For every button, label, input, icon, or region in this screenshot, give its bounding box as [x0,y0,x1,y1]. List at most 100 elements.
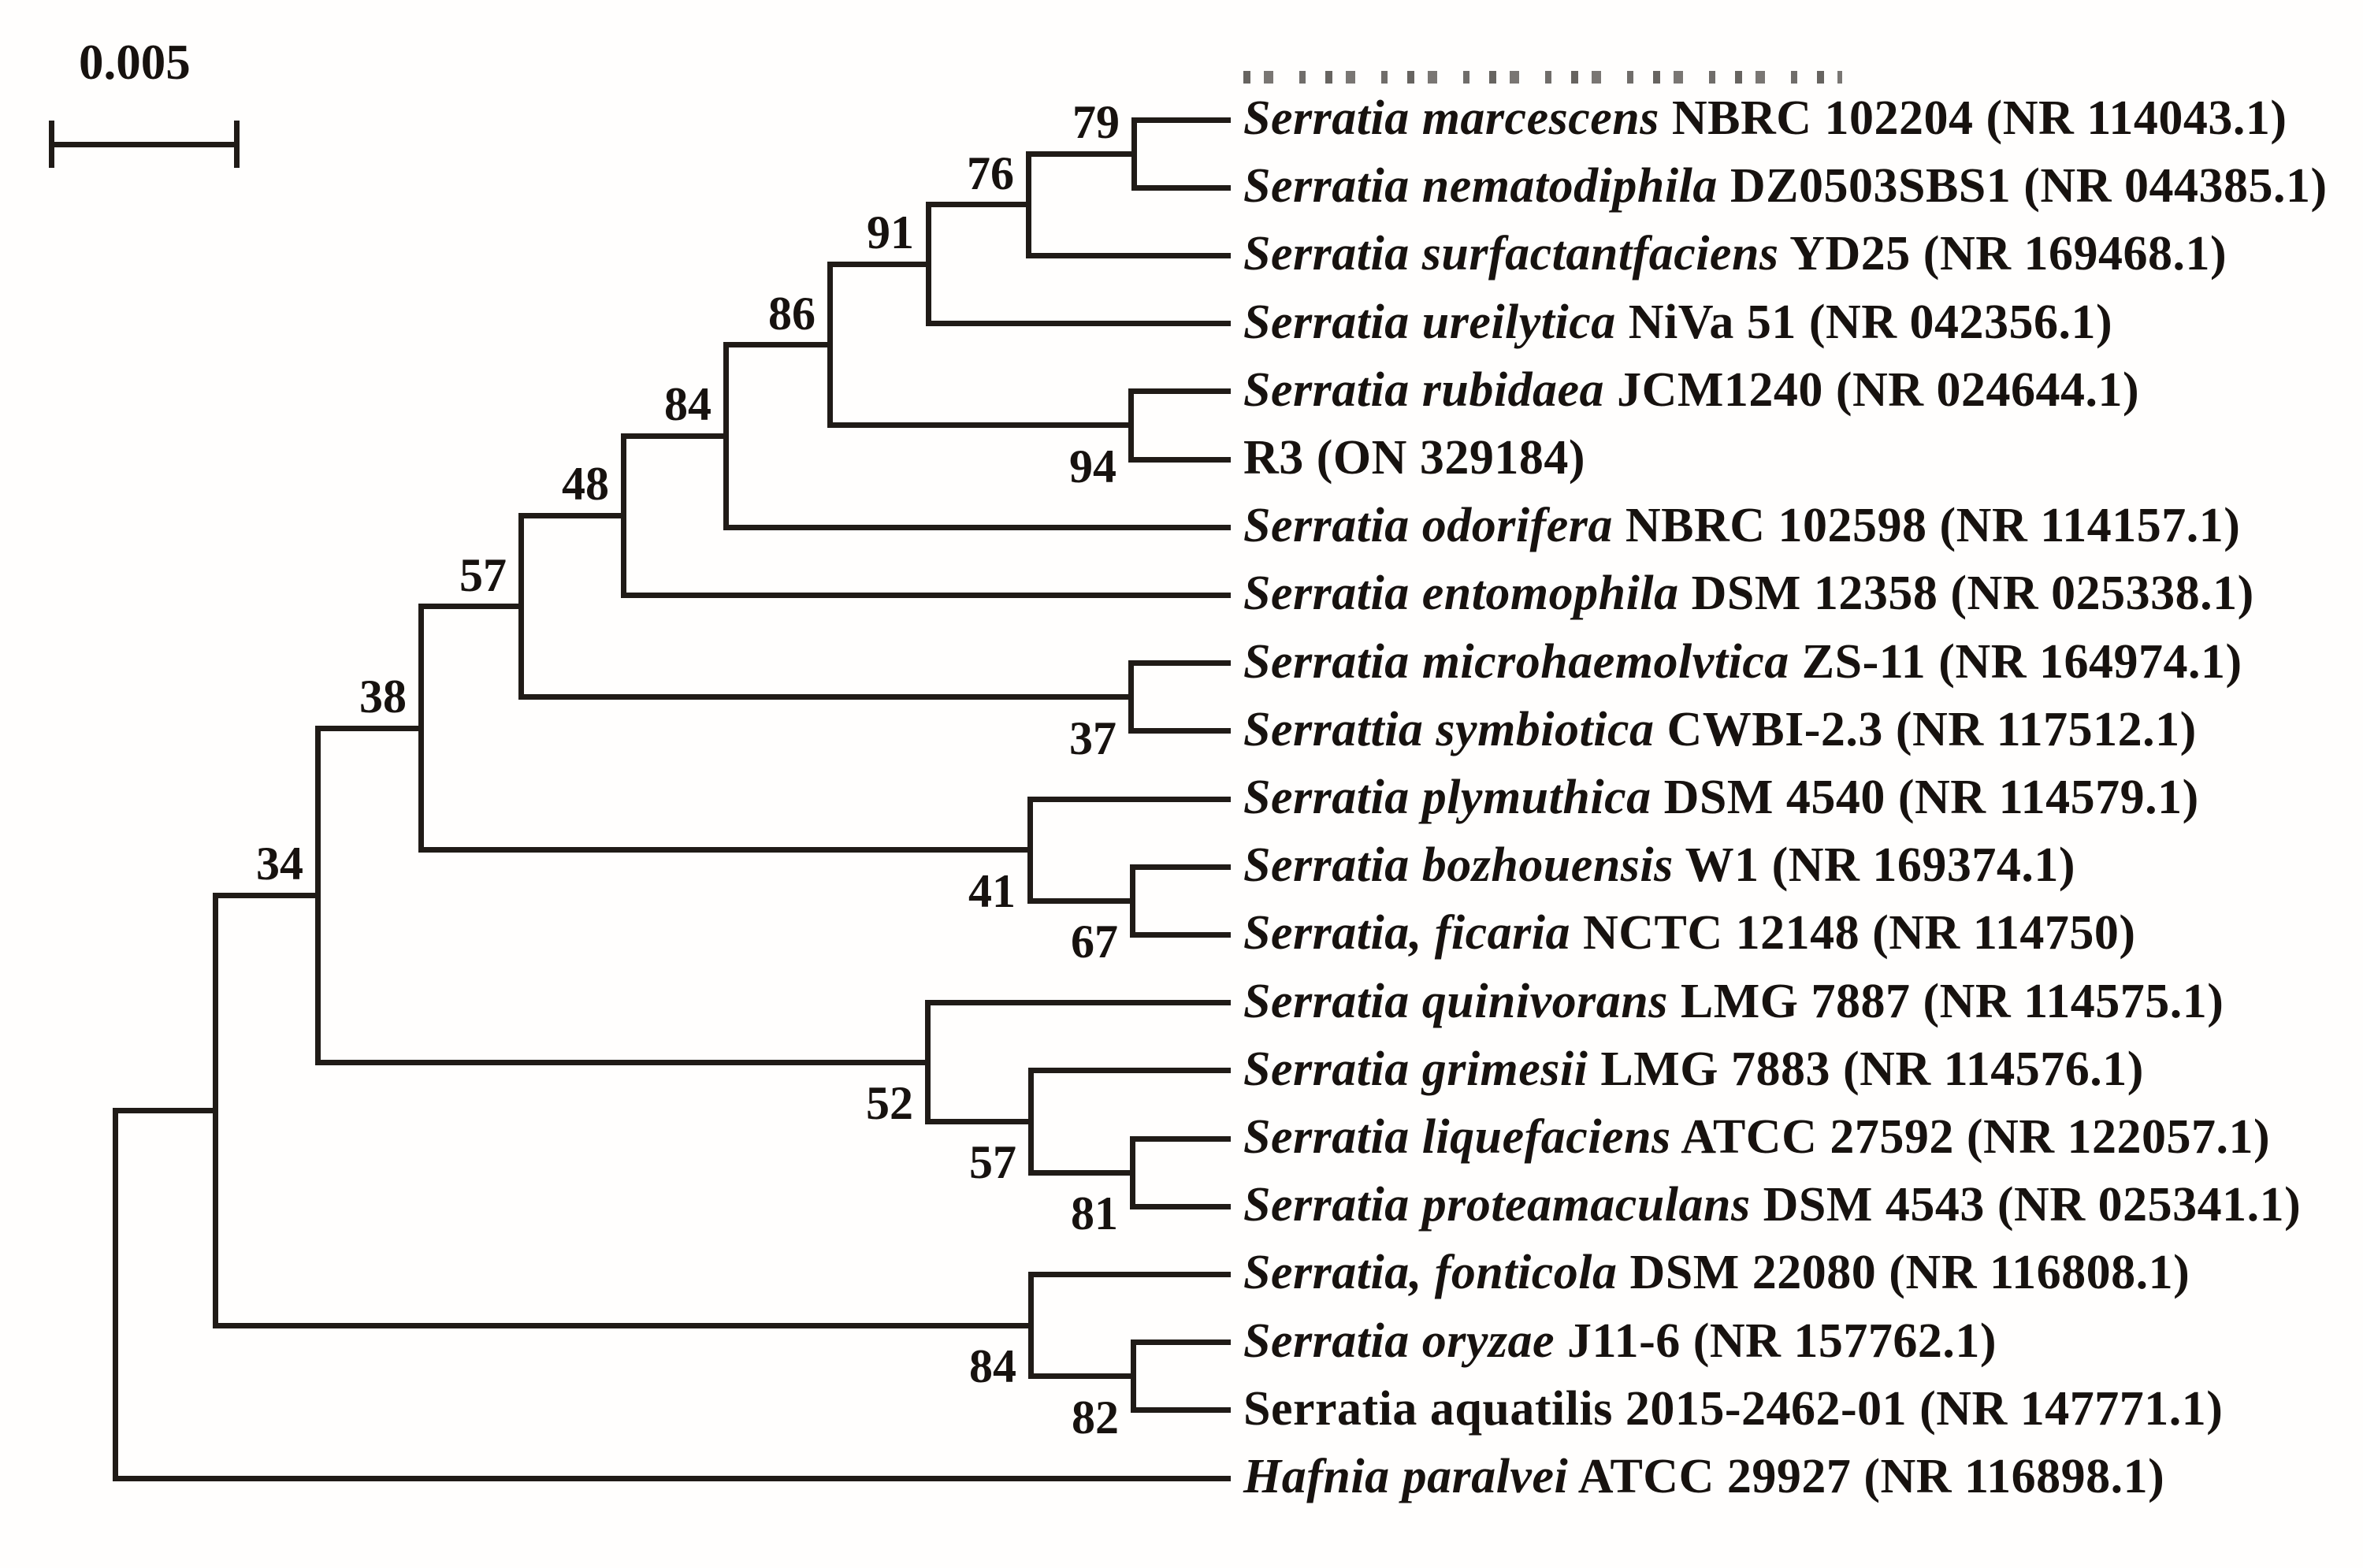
internal-branch-line [314,1059,931,1065]
internal-branch-line [418,604,524,610]
internal-branch-line [212,1322,1034,1328]
leaf-branch-line [1027,1271,1231,1277]
taxon-strain-accession: W1 (NR 169374.1) [1673,838,2076,893]
taxon-label: Serratia marcescens NBRC 102204 (NR 1140… [1243,94,2287,143]
taxon-strain-accession: CWBI-2.3 (NR 117512.1) [1654,702,2197,756]
taxon-label: Serratia, fonticola DSM 22080 (NR 116808… [1243,1249,2190,1298]
taxon-strain-accession: LMG 7887 (NR 114575.1) [1667,974,2224,1028]
taxon-strain-accession: Serratia aquatilis 2015-2462-01 (NR 1477… [1243,1381,2224,1436]
internal-branch-line [1027,1373,1136,1380]
leaf-branch-line [1129,931,1231,938]
bootstrap-value: 57 [459,548,507,601]
internal-branch-line [925,202,1031,208]
taxon-label: Serratia surfactantfaciens YD25 (NR 1694… [1243,230,2227,279]
leaf-branch-line [925,321,1231,327]
internal-branch-line [518,512,626,518]
internal-branch-line [314,725,424,731]
taxon-strain-accession: DSM 12358 (NR 025338.1) [1678,567,2254,621]
bootstrap-value: 52 [866,1077,913,1130]
leaf-branch-line [924,1000,1231,1006]
taxon-strain-accession: JCM1240 (NR 024644.1) [1604,362,2140,417]
taxon-name-italic: Serratia bozhouensis [1243,838,1674,893]
leaf-branch-line [723,524,1231,530]
taxon-strain-accession: NBRC 102598 (NR 114157.1) [1612,499,2241,553]
taxon-strain-accession: ZS-11 (NR 164974.1) [1789,634,2242,689]
leaf-branch-line [1129,1203,1231,1209]
bootstrap-value: 38 [359,671,407,723]
bootstrap-value: 94 [1069,440,1116,492]
taxon-label: Serratia bozhouensis W1 (NR 169374.1) [1243,841,2075,890]
internal-branch-line [212,892,321,898]
cropped-text-artifact [1243,71,1842,84]
leaf-branch-line [1027,1068,1231,1074]
taxon-label: Serratia oryzae J11-6 (NR 157762.1) [1243,1317,1997,1365]
taxon-label: R3 (ON 329184) [1243,433,1585,482]
leaf-branch-line [1128,388,1231,395]
scale-bar-left-tick [48,121,54,168]
taxon-label: Serratia grimesii LMG 7883 (NR 114576.1) [1243,1045,2144,1094]
internal-branch-line [924,1118,1034,1124]
taxon-strain-accession: NiVa 51 (NR 042356.1) [1615,295,2113,349]
taxon-label: Serratia nematodiphila DZ0503SBS1 (NR 04… [1243,162,2328,210]
taxon-strain-accession: NBRC 102204 (NR 114043.1) [1659,91,2287,146]
taxon-name-italic: Hafnia paralvei [1243,1450,1569,1504]
taxon-strain-accession: J11-6 (NR 157762.1) [1555,1313,1997,1368]
bootstrap-value: 37 [1069,712,1116,764]
taxon-name-italic: Serratia marcescens [1243,91,1659,146]
leaf-branch-line [1128,728,1231,734]
taxon-name-italic: Serratia grimesii [1243,1042,1588,1096]
leaf-branch-line [1025,252,1231,258]
scale-bar-label: 0.005 [79,35,191,90]
leaf-branch-line [1027,796,1231,802]
taxon-label: Serratia aquatilis 2015-2462-01 (NR 1477… [1243,1384,2223,1433]
taxon-strain-accession: NCTC 12148 (NR 114750) [1570,906,2136,960]
taxon-label: Serratia, ficaria NCTC 12148 (NR 114750) [1243,909,2136,958]
bootstrap-value: 84 [969,1340,1016,1393]
taxon-name-italic: Serratia, ficaria [1243,906,1570,960]
taxon-name-italic: Serratia rubidaea [1243,362,1605,417]
taxon-strain-accession: YD25 (NR 169468.1) [1778,227,2227,281]
taxon-name-italic: Serratia plymuthica [1243,771,1651,825]
taxon-name-italic: Serrattia symbiotica [1243,702,1655,756]
taxon-name-italic: Serratia oryzae [1243,1313,1555,1368]
internal-branch-line [1027,1169,1135,1176]
taxon-label: Serratia plymuthica DSM 4540 (NR 114579.… [1243,773,2199,822]
bootstrap-value: 76 [967,147,1014,199]
taxon-strain-accession: ATCC 27592 (NR 122057.1) [1670,1110,2271,1165]
taxon-strain-accession: LMG 7883 (NR 114576.1) [1588,1042,2144,1096]
leaf-branch-line [1129,864,1231,870]
taxon-name-italic: Serratia, fonticola [1243,1246,1618,1300]
leaf-branch-line [1128,456,1231,463]
taxon-label: Serratia odorifera NBRC 102598 (NR 11415… [1243,501,2240,550]
leaf-branch-line [620,592,1231,598]
taxon-label: Serratia entomophila DSM 12358 (NR 02533… [1243,570,2254,619]
taxon-name-italic: Serratia microhaemolvtica [1243,634,1789,689]
scale-bar-line [51,141,236,147]
scale-bar-right-tick [233,121,240,168]
taxon-label: Serratia microhaemolvtica ZS-11 (NR 1649… [1243,637,2242,686]
taxon-name-italic: Serratia nematodiphila [1243,159,1718,214]
node-vertical-line [112,1107,118,1481]
leaf-branch-line [1130,1339,1231,1346]
taxon-name-italic: Serratia quinivorans [1243,974,1668,1028]
taxon-name-italic: Serratia entomophila [1243,567,1679,621]
taxon-name-italic: Serratia liquefaciens [1243,1110,1671,1165]
bootstrap-value: 48 [562,458,609,511]
internal-branch-line [827,261,931,267]
bootstrap-value: 79 [1072,96,1120,149]
leaf-branch-line [1129,1135,1231,1142]
bootstrap-value: 91 [867,206,914,259]
taxon-label: Serratia quinivorans LMG 7887 (NR 114575… [1243,977,2224,1026]
taxon-name-italic: Serratia odorifera [1243,499,1613,553]
taxon-label: Serratia ureilytica NiVa 51 (NR 042356.1… [1243,298,2112,347]
taxon-strain-accession: DSM 22080 (NR 116808.1) [1617,1246,2190,1300]
bootstrap-value: 84 [664,378,712,431]
internal-branch-line [1025,150,1137,157]
taxon-strain-accession: R3 (ON 329184) [1243,431,1586,485]
taxon-label: Hafnia paralvei ATCC 29927 (NR 116898.1) [1243,1452,2164,1501]
taxon-label: Serratia rubidaea JCM1240 (NR 024644.1) [1243,366,2139,414]
bootstrap-value: 82 [1072,1391,1119,1444]
leaf-branch-line [1128,660,1231,667]
leaf-branch-line [1131,184,1231,191]
